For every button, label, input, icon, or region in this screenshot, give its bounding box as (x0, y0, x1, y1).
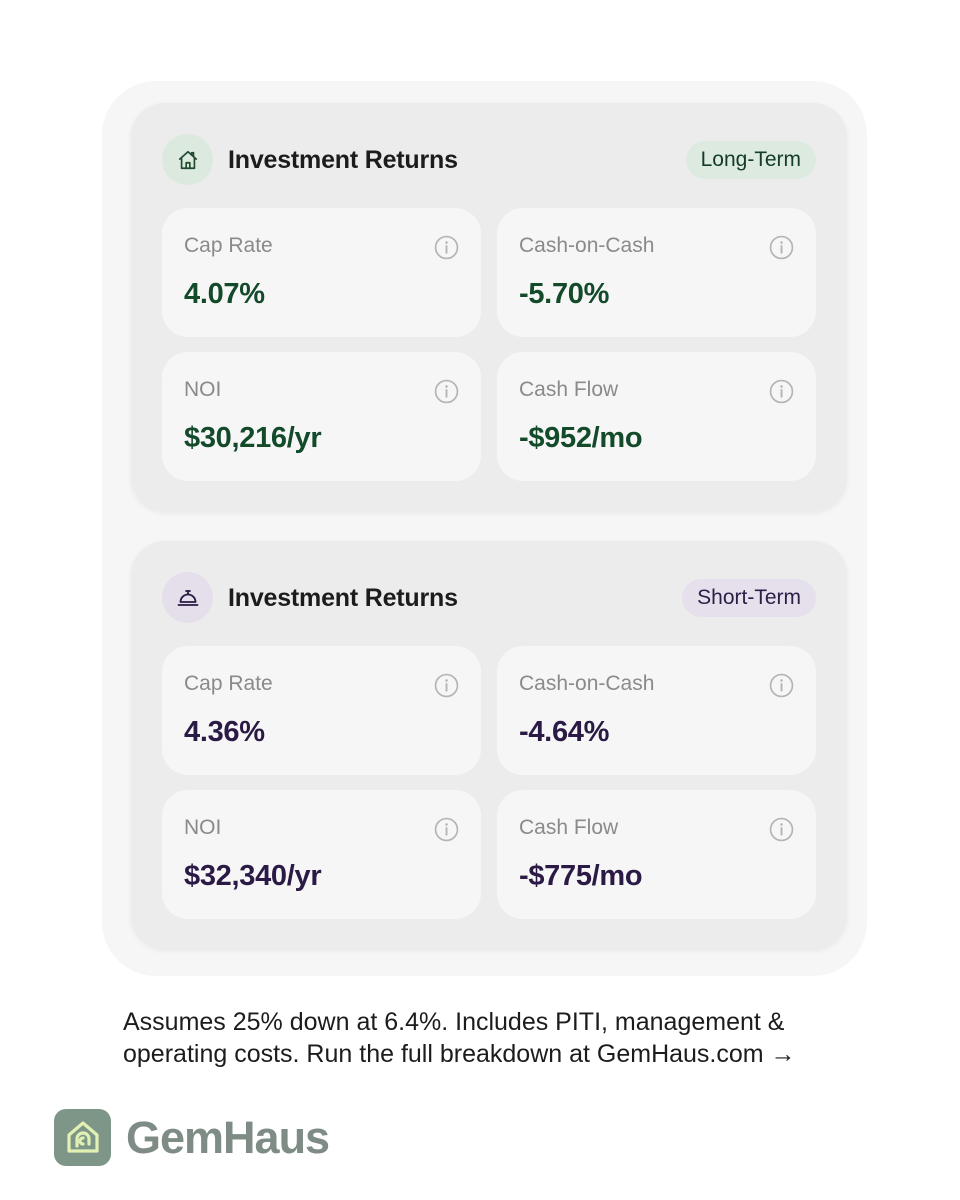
info-icon[interactable] (769, 235, 794, 260)
short-term-badge: Short-Term (682, 579, 816, 617)
metric-label: Cash-on-Cash (519, 234, 655, 257)
service-bell-icon (162, 572, 213, 623)
info-icon[interactable] (434, 379, 459, 404)
info-icon[interactable] (434, 235, 459, 260)
card-title: Investment Returns (228, 146, 458, 174)
cap-rate-tile: Cap Rate 4.07% (162, 208, 481, 337)
metric-value: -4.64% (519, 716, 610, 748)
metric-value: 4.36% (184, 716, 265, 748)
info-icon[interactable] (769, 673, 794, 698)
metric-label: Cap Rate (184, 234, 273, 257)
info-icon[interactable] (434, 817, 459, 842)
gemhaus-logo-icon (54, 1109, 111, 1166)
metric-value: -$775/mo (519, 860, 643, 892)
long-term-returns-card: Investment Returns Long-Term Cap Rate 4.… (131, 103, 847, 511)
info-icon[interactable] (769, 379, 794, 404)
metric-label: Cap Rate (184, 672, 273, 695)
noi-tile: NOI $30,216/yr (162, 352, 481, 481)
cap-rate-tile: Cap Rate 4.36% (162, 646, 481, 775)
footnote-line-1: Assumes 25% down at 6.4%. Includes PITI,… (123, 1008, 785, 1036)
short-term-returns-card: Investment Returns Short-Term Cap Rate 4… (131, 541, 847, 949)
brand-wordmark: GemHaus (126, 1112, 330, 1163)
metric-value: -$952/mo (519, 422, 643, 454)
metric-value: 4.07% (184, 278, 265, 310)
metric-label: NOI (184, 378, 222, 401)
footnote-line-2[interactable]: operating costs. Run the full breakdown … (123, 1040, 796, 1068)
metric-label: Cash-on-Cash (519, 672, 655, 695)
metric-value: $32,340/yr (184, 860, 322, 892)
metric-label: NOI (184, 816, 222, 839)
cash-on-cash-tile: Cash-on-Cash -4.64% (497, 646, 816, 775)
metric-value: $30,216/yr (184, 422, 322, 454)
house-icon (162, 134, 213, 185)
long-term-badge: Long-Term (685, 141, 816, 179)
assumptions-footnote: Assumes 25% down at 6.4%. Includes PITI,… (123, 1006, 893, 1070)
cash-flow-tile: Cash Flow -$952/mo (497, 352, 816, 481)
metric-value: -5.70% (519, 278, 610, 310)
card-header: Investment Returns Short-Term (162, 572, 816, 624)
info-icon[interactable] (769, 817, 794, 842)
card-header: Investment Returns Long-Term (162, 134, 816, 186)
card-title: Investment Returns (228, 584, 458, 612)
metric-label: Cash Flow (519, 378, 619, 401)
noi-tile: NOI $32,340/yr (162, 790, 481, 919)
metric-label: Cash Flow (519, 816, 619, 839)
cash-on-cash-tile: Cash-on-Cash -5.70% (497, 208, 816, 337)
info-icon[interactable] (434, 673, 459, 698)
cash-flow-tile: Cash Flow -$775/mo (497, 790, 816, 919)
